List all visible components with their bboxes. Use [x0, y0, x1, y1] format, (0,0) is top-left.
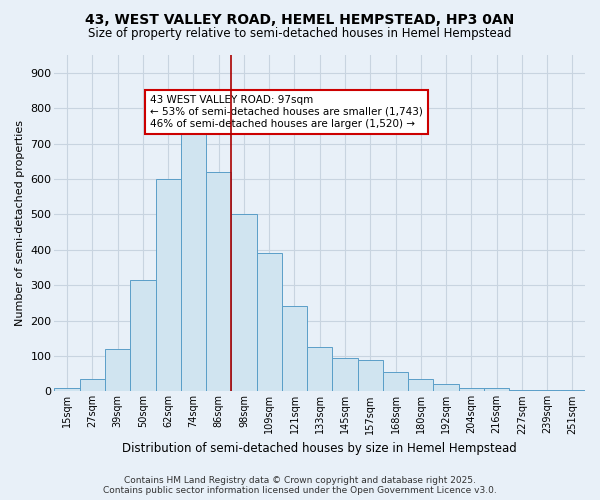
Bar [55, 388, 80, 392]
X-axis label: Distribution of semi-detached houses by size in Hemel Hempstead: Distribution of semi-detached houses by … [122, 442, 517, 455]
Bar [358, 360, 383, 392]
Bar [105, 349, 130, 392]
Text: Size of property relative to semi-detached houses in Hemel Hempstead: Size of property relative to semi-detach… [88, 28, 512, 40]
Bar [560, 390, 585, 392]
Bar [383, 372, 408, 392]
Bar [130, 280, 155, 392]
Text: 43, WEST VALLEY ROAD, HEMEL HEMPSTEAD, HP3 0AN: 43, WEST VALLEY ROAD, HEMEL HEMPSTEAD, H… [85, 12, 515, 26]
Bar [232, 214, 257, 392]
Bar [332, 358, 358, 392]
Bar [484, 388, 509, 392]
Bar [80, 379, 105, 392]
Bar [181, 133, 206, 392]
Bar [535, 390, 560, 392]
Text: 43 WEST VALLEY ROAD: 97sqm
← 53% of semi-detached houses are smaller (1,743)
46%: 43 WEST VALLEY ROAD: 97sqm ← 53% of semi… [150, 96, 423, 128]
Bar [307, 347, 332, 392]
Bar [257, 254, 282, 392]
Bar [155, 179, 181, 392]
Bar [433, 384, 458, 392]
Bar [458, 388, 484, 392]
Bar [206, 172, 232, 392]
Bar [509, 390, 535, 392]
Text: Contains HM Land Registry data © Crown copyright and database right 2025.
Contai: Contains HM Land Registry data © Crown c… [103, 476, 497, 495]
Bar [408, 379, 433, 392]
Y-axis label: Number of semi-detached properties: Number of semi-detached properties [15, 120, 25, 326]
Bar [282, 306, 307, 392]
